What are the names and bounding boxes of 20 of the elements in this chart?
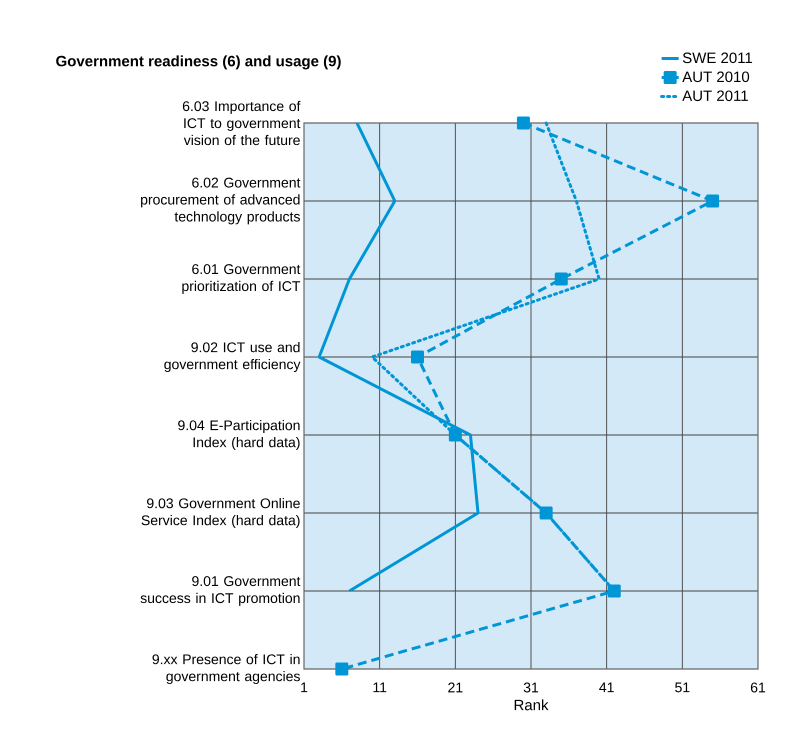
y-tick-label: 9.02 ICT use and government efficiency bbox=[164, 342, 300, 372]
legend-label: SWE 2011 bbox=[682, 52, 752, 64]
x-tick-label: 61 bbox=[750, 682, 766, 692]
chart-title: Government readiness (6) and usage (9) bbox=[56, 55, 341, 70]
y-tick-label: 9.xx Presence of ICT in government agencies bbox=[152, 654, 300, 684]
x-tick-label: 11 bbox=[373, 682, 386, 692]
y-tick-label: 6.01 Government prioritization of ICT bbox=[182, 264, 300, 294]
y-tick-label: 9.01 Government success in ICT promotion bbox=[140, 576, 300, 606]
x-tick-label: 31 bbox=[524, 682, 538, 692]
x-tick-label: 1 bbox=[301, 682, 308, 692]
legend-label: AUT 2011 bbox=[682, 90, 748, 102]
y-tick-label: 6.03 Importance of ICT to government vision of the future bbox=[182, 100, 300, 146]
y-tick-label: 6.02 Government procurement of advanced technology products bbox=[141, 178, 300, 224]
x-axis-title: Rank bbox=[514, 699, 549, 710]
x-tick-label: 41 bbox=[599, 682, 614, 692]
y-tick-label: 9.03 Government Online Service Index (hard data) bbox=[142, 498, 300, 528]
y-tick-label: 9.04 E-Participation Index (hard data) bbox=[178, 420, 300, 450]
legend-label: AUT 2010 bbox=[682, 71, 750, 82]
x-tick-label: 51 bbox=[675, 682, 690, 692]
x-tick-label: 21 bbox=[448, 682, 462, 692]
